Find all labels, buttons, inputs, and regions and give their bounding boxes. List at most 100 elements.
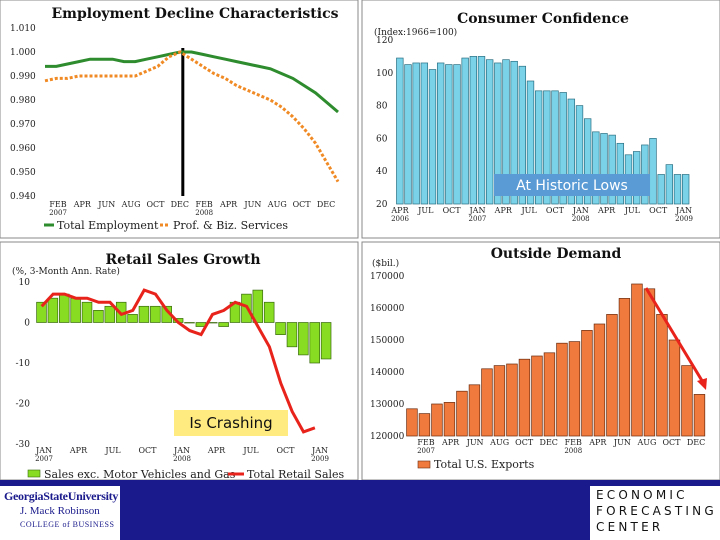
y-tick-label: 120000 <box>370 432 405 442</box>
bar <box>469 56 478 205</box>
x-tick-label: 2008 <box>195 209 213 217</box>
y-tick-label: 0.960 <box>10 144 36 154</box>
bar <box>453 64 461 205</box>
x-tick-label: APR <box>207 446 226 455</box>
bar <box>436 62 445 205</box>
bar <box>418 413 431 437</box>
bar <box>608 134 616 205</box>
bar <box>93 310 104 323</box>
y-tick-label: 80 <box>376 102 388 112</box>
retail-sales-chart: Retail Sales Growth(%, 3-Month Ann. Rate… <box>12 252 345 481</box>
y-tick-label: 0 <box>24 319 30 329</box>
x-tick-label: APR <box>588 438 607 447</box>
bar <box>36 301 47 323</box>
x-tick-label: OCT <box>649 206 668 215</box>
x-tick-label: OCT <box>276 446 295 455</box>
bar <box>665 164 674 205</box>
x-tick-label: FEB <box>565 438 582 447</box>
x-tick-label: APR <box>494 206 513 215</box>
bar <box>404 64 412 205</box>
bar <box>543 352 556 437</box>
bar <box>252 289 264 323</box>
y-tick-label: -20 <box>16 400 31 410</box>
bar <box>263 301 275 323</box>
consumer-confidence-chart: Consumer Confidence(Index:1966=100)120 10… <box>374 11 693 223</box>
x-tick-label: JAN <box>311 446 328 455</box>
y-tick-label: 0.940 <box>10 192 36 202</box>
x-tick-label: APR <box>69 446 88 455</box>
bar <box>518 358 531 437</box>
bar <box>494 62 502 205</box>
bar <box>556 342 568 437</box>
y-tick-label: 20 <box>376 200 388 210</box>
legend-swatch <box>417 460 431 469</box>
x-tick-label: APR <box>390 206 409 215</box>
x-tick-label: APR <box>597 206 616 215</box>
y-tick-label: 0.950 <box>10 168 36 178</box>
x-tick-label: AUG <box>121 200 141 209</box>
x-tick-label: OCT <box>515 438 534 447</box>
gsu-name: GeorgiaStateUniversity <box>4 489 119 503</box>
bar <box>445 64 453 205</box>
efc-line2: FORECASTING <box>596 504 717 518</box>
x-tick-label: JUN <box>613 438 631 447</box>
x-tick-label: 2007 <box>469 215 487 223</box>
bar <box>618 298 631 437</box>
y-tick-label: 100 <box>376 69 393 79</box>
bar <box>420 62 429 205</box>
bar <box>485 59 494 205</box>
bar <box>649 138 657 205</box>
y-tick-label: 150000 <box>370 336 405 346</box>
bar <box>502 59 510 205</box>
bar <box>606 314 618 437</box>
y-tick-label: 130000 <box>370 400 405 410</box>
y-tick-label: 160000 <box>370 304 405 314</box>
x-tick-label: FEB <box>49 200 66 209</box>
bar <box>127 314 138 323</box>
bar <box>668 339 681 437</box>
legend-label: Total Employment <box>57 219 159 232</box>
x-tick-label: FEB <box>417 438 434 447</box>
y-tick-label: 60 <box>376 134 388 144</box>
bar <box>275 322 286 335</box>
x-tick-label: DEC <box>687 438 705 447</box>
x-tick-label: 2009 <box>311 455 329 463</box>
bar <box>616 142 625 205</box>
bar <box>518 65 527 205</box>
x-tick-label: 2008 <box>572 215 590 223</box>
bar <box>673 174 682 205</box>
legend-swatch <box>27 469 41 478</box>
y-tick-label: 40 <box>376 167 388 177</box>
legend-label: Total Retail Sales <box>247 468 345 481</box>
bar <box>681 365 693 437</box>
series-line-total-employment <box>45 50 339 114</box>
y-tick-label: 0.990 <box>10 72 36 82</box>
legend-label: Total U.S. Exports <box>434 458 535 471</box>
bar <box>581 330 593 437</box>
x-tick-label: FEB <box>196 200 213 209</box>
bar <box>59 293 70 323</box>
gsu-logo: GeorgiaStateUniversity J. Mack Robinson … <box>0 486 120 540</box>
trend-arrow-head <box>697 378 707 390</box>
x-tick-label: JUN <box>97 200 115 209</box>
y-tick-label: 0.980 <box>10 96 36 106</box>
outside-demand-chart: Outside Demand ($bil.) 170000 160000 150000 1… <box>370 246 707 471</box>
chart-subtitle: ($bil.) <box>372 258 399 269</box>
x-tick-label: JAN <box>675 206 692 215</box>
bar <box>543 90 551 205</box>
y-tick-label: -30 <box>16 440 31 450</box>
bar <box>184 322 195 324</box>
y-tick-label: 120 <box>376 36 393 46</box>
x-tick-label: AUG <box>489 438 509 447</box>
x-tick-label: JAN <box>468 206 485 215</box>
x-tick-label: DEC <box>540 438 558 447</box>
y-tick-label: 1.000 <box>10 48 36 58</box>
bar <box>510 60 518 205</box>
bar <box>575 105 584 205</box>
legend-label: Prof. & Biz. Services <box>173 219 288 232</box>
bar <box>559 92 567 205</box>
x-tick-label: AUG <box>267 200 287 209</box>
chart-title: Retail Sales Growth <box>105 252 260 268</box>
y-tick-label: 140000 <box>370 368 405 378</box>
efc-line1: ECONOMIC <box>596 488 688 502</box>
